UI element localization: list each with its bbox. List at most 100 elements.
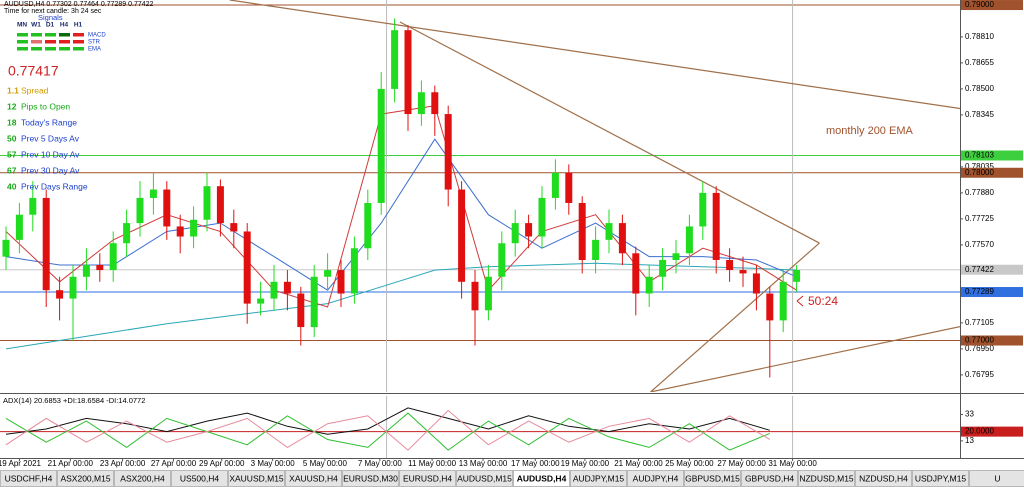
- tab-label[interactable]: AUDJPY,H4: [633, 473, 679, 483]
- timeframe-label: H1: [74, 22, 83, 29]
- candle-body: [82, 265, 90, 277]
- candle-body: [350, 248, 358, 294]
- tab-label[interactable]: EURUSD,H4: [403, 473, 452, 483]
- timeframe-label: MN: [17, 22, 27, 29]
- axes: 0.78810 0.78655 0.78500 0.78345 0.78035 0.778…: [0, 0, 1024, 468]
- candle-body: [190, 219, 198, 237]
- signal-cell: [45, 33, 56, 37]
- candle-body: [29, 197, 37, 215]
- stat-value: 40: [7, 181, 17, 191]
- y-tick-label: 0.78810: [965, 32, 994, 41]
- y-tick-label: 0.77105: [965, 318, 994, 327]
- x-tick-label: 21 Apr 00:00: [48, 459, 94, 468]
- tab-label[interactable]: AUDJPY,M15: [573, 473, 625, 483]
- tab-label[interactable]: ASX200,M15: [60, 473, 110, 483]
- adx-tick-label: 13: [965, 436, 974, 445]
- signal-cell: [45, 47, 56, 51]
- candle-timer: Time for next candle: 3h 24 sec: [4, 8, 102, 15]
- tab-label[interactable]: AUDUSD,H4: [517, 473, 567, 483]
- stat-label: Prev 5 Days Av: [21, 133, 80, 143]
- y-tick-label: 0.78500: [965, 84, 994, 93]
- tab-label[interactable]: USDJPY,M15: [915, 473, 967, 483]
- tab-label[interactable]: U: [994, 473, 1000, 483]
- x-tick-label: 19 May 00:00: [561, 459, 610, 468]
- tab-label[interactable]: NZDUSD,M15: [799, 473, 854, 483]
- adx-line: [5, 412, 770, 451]
- symbol-tabs: USDCHF,H4 ASX200,M15 ASX200,H4 US500,H4 XAUU…: [0, 470, 1024, 487]
- stat-label: Prev 30 Day Av: [21, 165, 80, 175]
- stat-label: Today's Range: [21, 117, 77, 127]
- tab-label[interactable]: NZDUSD,H4: [859, 473, 908, 483]
- candle-body: [444, 114, 452, 190]
- timeframe-label: W1: [31, 22, 41, 29]
- x-tick-label: 21 May 00:00: [614, 459, 663, 468]
- price-marker: [961, 287, 1023, 298]
- price-marker: [961, 264, 1023, 275]
- trendline: [650, 242, 820, 392]
- stat-value: 50: [7, 133, 17, 143]
- y-tick-label: 0.78345: [965, 110, 994, 119]
- x-tick-label: 27 Apr 00:00: [151, 459, 197, 468]
- signal-cell: [59, 40, 70, 44]
- signals-title: Signals: [38, 13, 63, 22]
- candle-body: [726, 259, 734, 271]
- y-tick-label: 0.77880: [965, 188, 994, 197]
- price-marker-label: 0.77289: [965, 287, 994, 296]
- stat-value: 18: [7, 117, 17, 127]
- tab-label[interactable]: GBPUSD,H4: [745, 473, 794, 483]
- signal-cell: [73, 47, 84, 51]
- timer-arrow: [796, 295, 804, 307]
- candle-body: [2, 239, 10, 257]
- x-tick-label: 29 Apr 00:00: [199, 459, 245, 468]
- signal-name: EMA: [88, 47, 101, 53]
- signal-name: MACD: [88, 33, 106, 39]
- candle-body: [364, 202, 372, 249]
- tab-label[interactable]: AUDUSD,M15: [457, 473, 512, 483]
- price-marker-label: 0.77000: [965, 336, 994, 345]
- candle-body: [605, 223, 613, 240]
- price-marker: [961, 335, 1023, 346]
- tab-label[interactable]: EURUSD,M30: [343, 473, 398, 483]
- signal-name: STR: [88, 40, 101, 46]
- candle-body: [15, 214, 23, 240]
- price-marker: [961, 167, 1023, 178]
- y-tick-label: 0.78655: [965, 58, 994, 67]
- x-tick-label: 31 May 00:00: [768, 459, 817, 468]
- tab-label[interactable]: GBPUSD,M15: [685, 473, 740, 483]
- signal-cell: [31, 33, 42, 37]
- timeframe-label: H4: [60, 22, 69, 29]
- adx-line: [5, 409, 771, 451]
- x-tick-label: 27 May 00:00: [717, 459, 766, 468]
- price-marker: [961, 150, 1023, 161]
- candle-body: [404, 30, 412, 115]
- signal-cell: [73, 40, 84, 44]
- candle-body: [618, 223, 626, 254]
- price-marker-label: 0.78103: [965, 151, 994, 160]
- tab-label[interactable]: XAUUSD,H4: [289, 473, 338, 483]
- tab-label[interactable]: XAUUSD,M15: [229, 473, 284, 483]
- x-tick-label: 3 May 00:00: [251, 459, 296, 468]
- adx-level-marker: [961, 426, 1023, 437]
- adx-tick-label: 33: [965, 410, 974, 419]
- stat-value: 1.1: [7, 85, 19, 95]
- stat-value: 57: [7, 149, 17, 159]
- price-marker: [961, 0, 1023, 11]
- candle-body: [243, 231, 251, 304]
- signal-cell: [17, 47, 28, 51]
- candle-body: [377, 88, 385, 203]
- candle-body: [672, 253, 680, 260]
- candle-body: [149, 189, 157, 198]
- candle-body: [578, 202, 586, 260]
- candle-body: [109, 243, 117, 271]
- x-tick-label: 25 May 00:00: [665, 459, 714, 468]
- candle-body: [136, 197, 144, 224]
- candle-body: [565, 172, 573, 203]
- candle-body: [511, 223, 519, 244]
- tab-label[interactable]: ASX200,H4: [120, 473, 165, 483]
- adx-panel: [0, 396, 960, 458]
- price-marker-label: 0.79000: [965, 0, 994, 9]
- x-tick-label: 19 Apr 2021: [0, 459, 42, 468]
- tab-label[interactable]: US500,H4: [180, 473, 219, 483]
- tab-label[interactable]: USDCHF,H4: [5, 473, 53, 483]
